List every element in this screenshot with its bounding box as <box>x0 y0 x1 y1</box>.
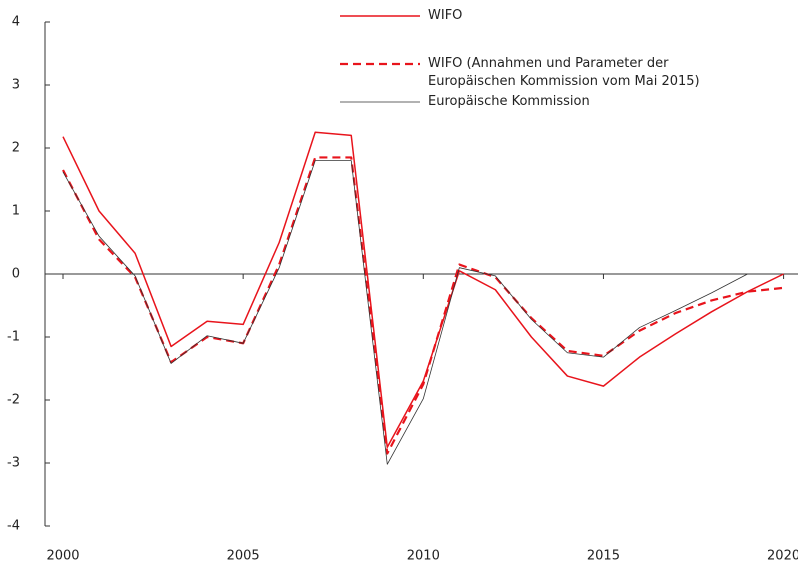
series-line <box>62 156 784 455</box>
series-line <box>62 131 784 448</box>
y-tick-label: 4 <box>12 15 20 30</box>
legend-label: WIFO (Annahmen und Parameter der Europäi… <box>428 56 700 89</box>
x-tick-label: 2000 <box>46 549 79 564</box>
y-tick-label: 2 <box>12 141 20 156</box>
legend-label: Europäische Kommission <box>428 94 590 109</box>
y-tick-label: -2 <box>7 393 20 408</box>
x-tick-label: 2005 <box>227 549 260 564</box>
y-tick-label: 3 <box>12 78 20 93</box>
x-tick-label: 2010 <box>407 549 440 564</box>
x-tick-label: 2015 <box>587 549 620 564</box>
y-tick-label: 1 <box>12 204 20 219</box>
y-tick-label: -3 <box>7 456 20 471</box>
y-tick-label: -1 <box>7 330 20 345</box>
y-tick-label: 0 <box>12 267 20 282</box>
legend-label: WIFO <box>428 8 463 23</box>
y-tick-label: -4 <box>7 519 20 534</box>
series-line <box>62 160 748 465</box>
x-tick-label: 2020 <box>767 549 798 564</box>
